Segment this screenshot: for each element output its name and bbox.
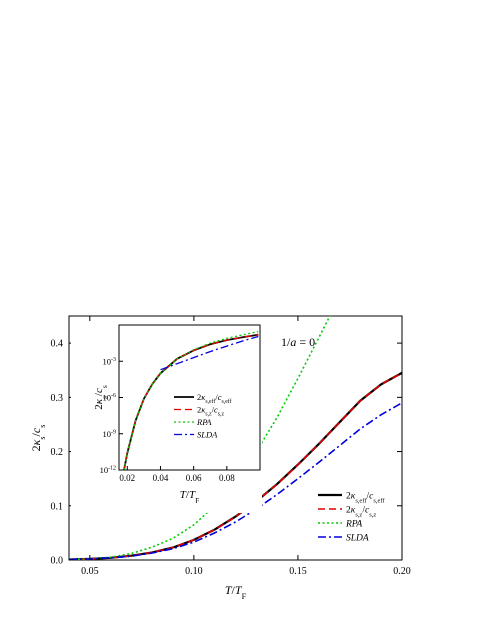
main-legend-label: RPA [345, 520, 362, 530]
inset-chart: 0.02 0.04 0.06 0.08 10-12 10-9 10-6 10-3 T/TF 2… [71, 323, 262, 513]
main-x-axis-label: T/TF [225, 583, 247, 601]
main-series-line [69, 316, 331, 560]
main-y-tick-label: 0.4 [51, 339, 64, 350]
inset-ticks: 0.02 0.04 0.06 0.08 10-12 10-9 10-6 10-3 [100, 356, 236, 483]
main-legend-label: 2κs,z /cs,z [346, 506, 376, 519]
main-y-tick-label: 0.0 [51, 556, 64, 567]
main-legend-label: 2κs,eff /cs,eff [346, 492, 385, 505]
inset-y-axis-label: 2κs /cs [93, 385, 109, 410]
main-x-tick-label: 0.20 [393, 566, 411, 577]
inset-legend-label: 2κs,eff /cs,eff [197, 392, 232, 405]
inset-y-tick-label: 10-3 [103, 356, 116, 366]
inset-y-axis-label-text: 2κs /cs [93, 385, 109, 410]
inset-x-tick-label: 0.08 [219, 473, 235, 483]
inset-y-tick-label: 10-9 [103, 429, 116, 439]
main-curves [69, 316, 402, 560]
inset-y-tick-label: 10-12 [100, 465, 116, 475]
main-x-axis-label-text: T/TF [225, 583, 247, 601]
main-legend: 2κs,eff /cs,eff 2κs,z /cs,z RPA SLDA [318, 492, 385, 544]
main-x-tick-label: 0.15 [289, 566, 307, 577]
inset-x-axis-label: T/TF [180, 489, 199, 505]
main-x-tick-label: 0.10 [185, 566, 203, 577]
main-plot-frame [68, 315, 403, 561]
inset-legend: 2κs,eff /cs,eff 2κs,z /cs,z RPA SLDA [174, 392, 232, 440]
main-y-axis-label: 2κs /cs [29, 425, 47, 452]
main-y-tick-label: 0.1 [51, 501, 64, 512]
inset-legend-label: RPA [196, 417, 212, 427]
main-x-tick-label: 0.05 [81, 566, 99, 577]
main-chart: 0.05 0.10 0.15 0.20 0.0 0.1 0.2 0.3 0.4 T/TF 2κs… [29, 315, 411, 601]
inset-x-tick-label: 0.04 [153, 473, 169, 483]
main-ticks: 0.05 0.10 0.15 0.20 0.0 0.1 0.2 0.3 0.4 [51, 316, 411, 577]
main-annotation: 1/a = 0 [281, 335, 315, 349]
main-legend-label: SLDA [346, 534, 369, 544]
main-y-tick-label: 0.3 [51, 393, 64, 404]
inset-x-axis-label-text: T/TF [180, 489, 199, 505]
inset-curves [123, 330, 259, 470]
inset-y-tick-label: 10-6 [103, 393, 116, 403]
main-y-tick-label: 0.2 [51, 447, 64, 458]
inset-series-line [160, 335, 259, 371]
main-y-axis-label-text: 2κs /cs [29, 425, 47, 452]
inset-x-tick-label: 0.06 [186, 473, 202, 483]
inset-series-line [123, 330, 259, 470]
main-series-line [69, 402, 402, 560]
inset-legend-label: SLDA [197, 430, 218, 440]
inset-legend-label: 2κs,z /cs,z [197, 405, 224, 418]
inset-x-tick-label: 0.02 [119, 473, 135, 483]
inset-background [71, 323, 262, 513]
